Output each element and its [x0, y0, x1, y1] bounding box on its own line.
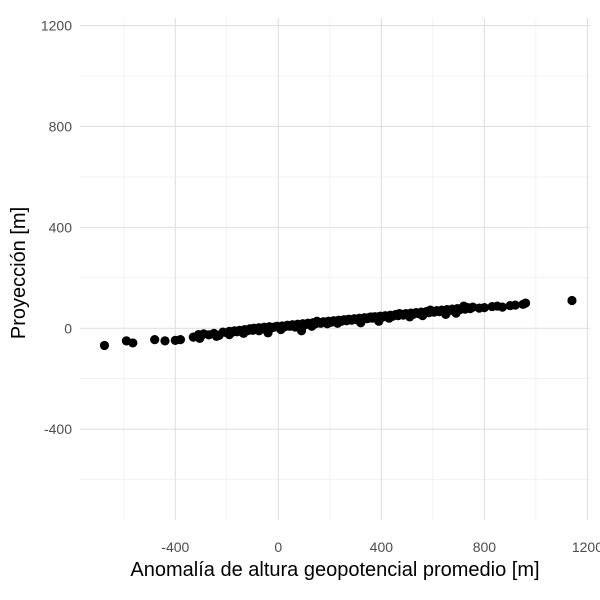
- data-point: [175, 335, 186, 345]
- data-point: [356, 318, 366, 328]
- y-axis-title: Proyección [m]: [8, 207, 30, 339]
- data-point: [150, 335, 160, 345]
- x-tick-label: 1200: [572, 539, 600, 555]
- data-point: [366, 312, 376, 322]
- data-point: [441, 309, 451, 320]
- y-tick-label: 1200: [41, 18, 72, 34]
- data-point: [425, 305, 435, 315]
- data-point: [374, 316, 384, 326]
- data-point: [128, 338, 138, 348]
- data-point: [510, 300, 520, 310]
- data-point: [459, 301, 469, 311]
- data-point: [343, 314, 353, 325]
- data-point: [211, 331, 222, 341]
- y-tick-label: 800: [49, 118, 73, 134]
- data-point: [405, 312, 415, 322]
- x-tick-label: 0: [274, 539, 282, 555]
- y-axis-ticks: -400 0 400 800 1200: [41, 18, 72, 438]
- data-point: [99, 340, 110, 351]
- data-point: [332, 318, 343, 328]
- data-point: [312, 316, 322, 326]
- x-axis-ticks: -400 0 400 800 1200: [161, 539, 600, 555]
- x-tick-label: -400: [161, 539, 189, 555]
- data-point: [254, 326, 264, 336]
- data-point: [296, 326, 307, 336]
- data-point: [160, 336, 170, 346]
- data-point: [417, 311, 428, 321]
- data-point: [322, 319, 332, 329]
- data-point: [263, 328, 273, 338]
- data-point: [567, 295, 577, 306]
- data-point: [276, 324, 286, 335]
- data-point: [497, 302, 508, 312]
- data-points: [99, 295, 577, 351]
- data-point: [521, 298, 531, 308]
- x-tick-label: 800: [473, 539, 497, 555]
- grid: [80, 18, 590, 520]
- data-point: [394, 309, 404, 319]
- data-point: [451, 308, 461, 318]
- y-tick-label: 0: [64, 320, 72, 336]
- y-tick-label: -400: [44, 421, 72, 437]
- data-point: [195, 333, 205, 343]
- data-point: [224, 329, 234, 340]
- data-point: [238, 328, 249, 338]
- y-tick-label: 400: [49, 219, 73, 235]
- data-point: [479, 302, 489, 313]
- x-tick-label: 400: [370, 539, 394, 555]
- x-axis-title: Anomalía de altura geopotencial promedio…: [130, 559, 539, 581]
- data-point: [384, 313, 394, 323]
